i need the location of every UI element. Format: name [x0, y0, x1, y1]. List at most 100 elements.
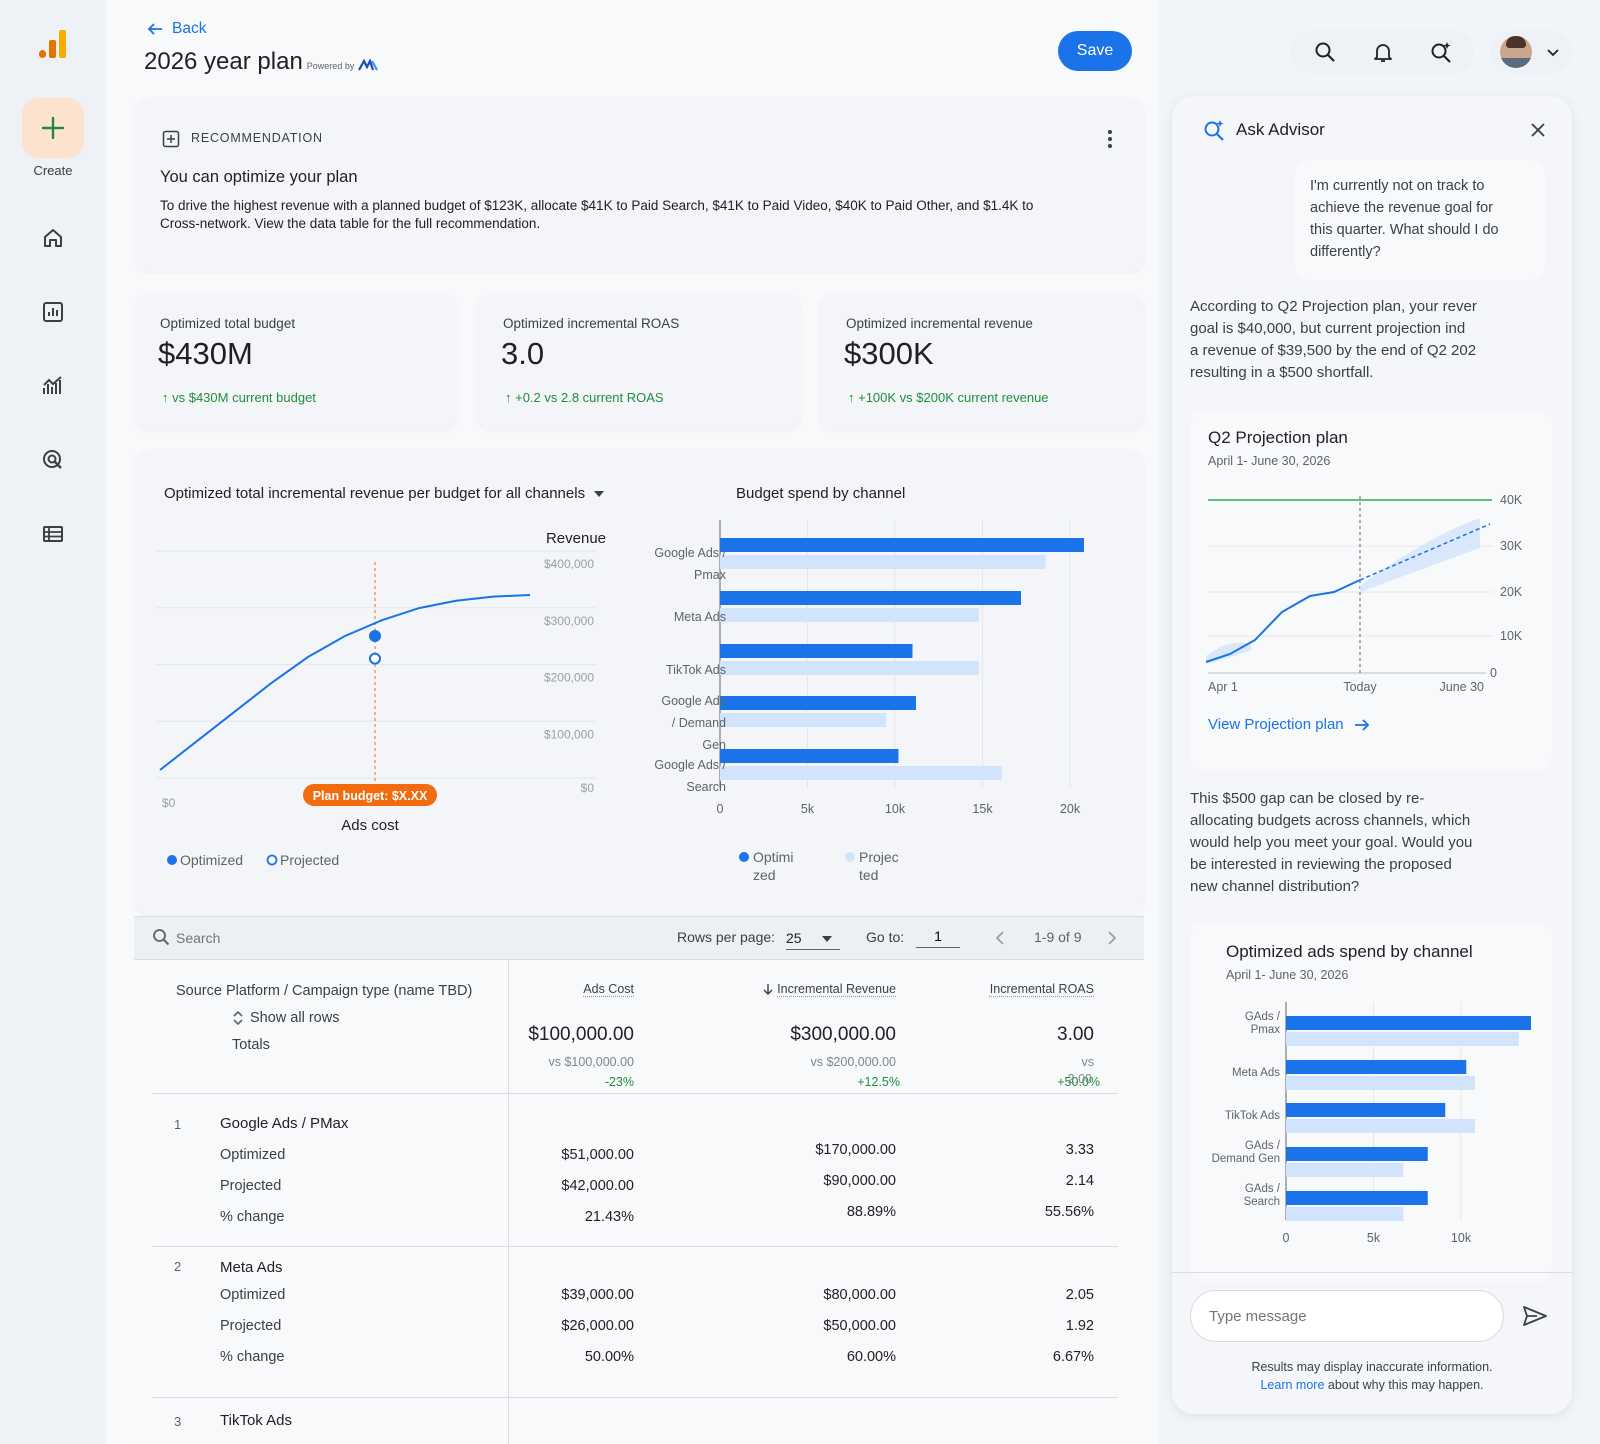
notifications-button[interactable] — [1367, 36, 1399, 68]
learn-more-link[interactable]: Learn more — [1260, 1378, 1325, 1392]
cat-label: GAds / — [1245, 1183, 1281, 1195]
total-roas-overlap: 2.00 — [1067, 1072, 1092, 1086]
plan-budget-label: Plan budget: $X.XX — [313, 789, 428, 803]
kpi-delta: ↑ vs $430M current budget — [162, 390, 316, 405]
home-icon[interactable] — [39, 224, 67, 252]
x-axis-title: Ads cost — [341, 817, 399, 834]
search-icon — [1315, 42, 1335, 62]
bar-optimized[interactable] — [1286, 1103, 1446, 1117]
spend-dates: April 1- June 30, 2026 — [1226, 968, 1349, 982]
search-button[interactable] — [1309, 36, 1341, 68]
y-tick-label: 30K — [1500, 539, 1523, 553]
page-title: 2026 year plan Powered by — [144, 48, 379, 76]
sparkle-search-icon — [1204, 120, 1224, 141]
advisor-search-button[interactable] — [1425, 36, 1457, 68]
header-incremental-revenue[interactable]: Incremental Revenue — [762, 982, 896, 996]
view-projection-link[interactable]: View Projection plan — [1208, 716, 1370, 733]
goto-label: Go to: — [866, 929, 905, 945]
cost-projected: $26,000.00 — [561, 1318, 634, 1334]
nav-rail: Create — [0, 0, 106, 1444]
bar-optimized[interactable] — [720, 696, 916, 710]
kpi-value: $300K — [844, 336, 934, 371]
send-icon — [1523, 1306, 1547, 1326]
bar-projected[interactable] — [720, 608, 979, 622]
rev-optimized: $80,000.00 — [823, 1287, 896, 1303]
projection-chart: 40K 30K 20K 10K 0 Apr 1 Today June 30 — [1205, 493, 1523, 694]
bar-optimized[interactable] — [720, 591, 1021, 605]
cat-label: GAds / — [1245, 1011, 1281, 1023]
header-incremental-roas[interactable]: Incremental ROAS — [989, 982, 1094, 996]
legend-projected-dot — [266, 854, 278, 866]
y-tick-label: 0 — [1490, 666, 1497, 680]
close-button[interactable] — [1528, 120, 1548, 140]
kpi-label: Optimized incremental revenue — [846, 316, 1033, 331]
bar-projected[interactable] — [720, 713, 887, 727]
bar-optimized[interactable] — [1286, 1191, 1428, 1205]
bar-projected[interactable] — [1286, 1119, 1475, 1133]
bar-optimized[interactable] — [720, 644, 913, 658]
user-message-line: I'm currently not on track to — [1310, 178, 1485, 194]
total-cost-pct: -23% — [604, 1075, 634, 1089]
row-label-optimized: Optimized — [220, 1287, 286, 1303]
back-link[interactable]: Back — [146, 20, 206, 38]
x-tick-label: June 30 — [1440, 680, 1485, 694]
search-icon — [153, 929, 170, 946]
cat-label: Search — [686, 780, 726, 794]
kpi-card-budget: Optimized total budget $430M ↑ vs $430M … — [134, 294, 458, 430]
cat-label: Meta Ads — [1232, 1067, 1280, 1079]
chevron-right-icon[interactable] — [1106, 931, 1118, 945]
row-label-projected: Projected — [220, 1178, 282, 1194]
table-row[interactable]: 2 Meta Ads Optimized Projected % change … — [134, 1247, 1144, 1395]
header-ads-cost[interactable]: Ads Cost — [583, 982, 634, 996]
rows-per-page-select[interactable]: 25 — [786, 926, 840, 950]
bar-optimized[interactable] — [1286, 1147, 1428, 1161]
goto-page-input[interactable] — [916, 924, 960, 948]
create-button[interactable] — [22, 98, 84, 158]
bar-optimized[interactable] — [1286, 1016, 1531, 1030]
account-menu[interactable] — [1490, 30, 1572, 74]
bar-projected[interactable] — [720, 661, 979, 675]
legend-projected-dot — [845, 852, 855, 862]
rev-optimized: $170,000.00 — [815, 1142, 896, 1158]
optimized-curve — [159, 594, 531, 771]
show-all-rows-button[interactable]: Show all rows — [232, 1010, 339, 1026]
recommendation-eyebrow: RECOMMENDATION — [191, 131, 323, 145]
analytics-logo[interactable] — [38, 28, 68, 60]
y-tick-label: $300,000 — [544, 614, 594, 628]
curve-chart-dropdown[interactable]: Optimized total incremental revenue per … — [164, 485, 605, 502]
table-row[interactable]: 3 TikTok Ads — [134, 1398, 1144, 1444]
total-cost: $100,000.00 — [528, 1024, 634, 1045]
roas-change: 55.56% — [1044, 1204, 1094, 1220]
data-table: Source Platform / Campaign type (name TB… — [134, 960, 1144, 1444]
bar-optimized[interactable] — [720, 749, 899, 763]
advertising-icon[interactable] — [39, 446, 67, 474]
bar-projected[interactable] — [720, 555, 1046, 569]
cost-optimized: $39,000.00 — [561, 1287, 634, 1303]
bar-optimized[interactable] — [1286, 1060, 1467, 1074]
chevron-left-icon[interactable] — [994, 931, 1006, 945]
bar-projected[interactable] — [1286, 1207, 1404, 1221]
send-button[interactable] — [1522, 1304, 1548, 1328]
plan-budget-badge — [303, 784, 437, 806]
powered-by: Powered by — [306, 61, 355, 71]
bar-optimized[interactable] — [720, 538, 1084, 552]
save-button[interactable]: Save — [1058, 31, 1132, 71]
close-icon — [1531, 123, 1545, 137]
disclaimer: Results may display inaccurate informati… — [1251, 1360, 1493, 1392]
bar-projected[interactable] — [1286, 1163, 1404, 1177]
table-search-input[interactable] — [176, 927, 396, 949]
more-options-button[interactable] — [1100, 128, 1120, 150]
bar-projected[interactable] — [1286, 1032, 1519, 1046]
message-input[interactable] — [1190, 1290, 1504, 1342]
roas-projected: 1.92 — [1065, 1318, 1094, 1334]
table-row[interactable]: 1 Google Ads / PMax Optimized Projected … — [134, 1094, 1144, 1242]
bar-projected[interactable] — [1286, 1076, 1475, 1090]
recommendation-body-2: Cross-network. View the data table for t… — [160, 216, 541, 231]
explore-icon[interactable] — [39, 372, 67, 400]
bar-projected[interactable] — [720, 766, 1002, 780]
list-icon[interactable] — [39, 520, 67, 548]
row-label-optimized: Optimized — [220, 1147, 286, 1163]
recommendation-body-1: To drive the highest revenue with a plan… — [160, 198, 1034, 213]
reports-icon[interactable] — [39, 298, 67, 326]
y-axis-title: Revenue — [546, 530, 606, 547]
